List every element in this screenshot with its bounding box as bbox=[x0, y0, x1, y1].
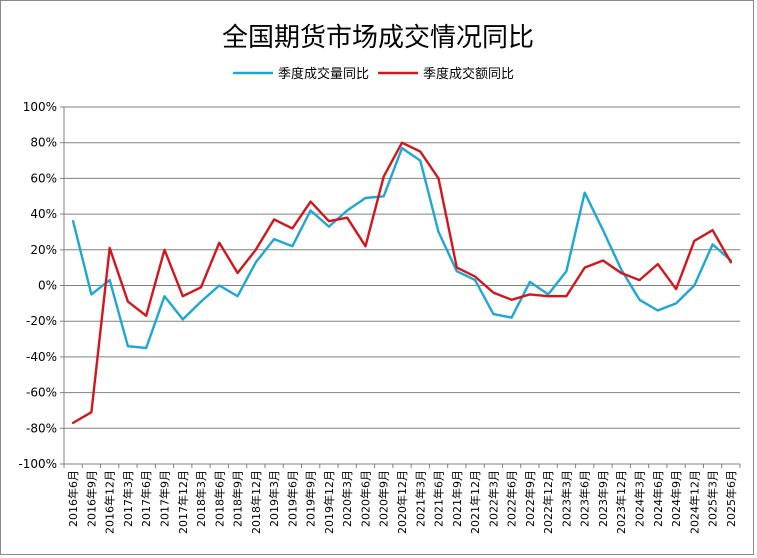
series-line-volume bbox=[71, 146, 733, 350]
x-tick-label: 2019年9月 bbox=[304, 470, 318, 527]
x-tick-label: 2020年9月 bbox=[377, 470, 391, 527]
x-tick-label: 2018年12月 bbox=[249, 470, 263, 534]
plot-area: 100%80%60%40%20%0%-20%-40%-60%-80%-100% … bbox=[18, 100, 741, 534]
y-tick-label: 0% bbox=[38, 279, 57, 293]
x-tick-label: 2017年12月 bbox=[176, 470, 190, 534]
series-lines bbox=[71, 141, 733, 425]
x-tick-label: 2018年3月 bbox=[194, 470, 208, 527]
y-tick-label: -60% bbox=[26, 386, 57, 400]
y-tick-label: 80% bbox=[30, 136, 57, 150]
x-tick-label: 2016年6月 bbox=[66, 470, 80, 527]
x-tick-label: 2023年3月 bbox=[559, 470, 573, 527]
y-tick-label: 60% bbox=[30, 171, 57, 185]
x-tick-label: 2017年3月 bbox=[121, 470, 135, 527]
grid-lines bbox=[64, 106, 740, 465]
x-tick-label: 2019年12月 bbox=[322, 470, 336, 534]
x-tick-label: 2023年6月 bbox=[578, 470, 592, 527]
x-tick-label: 2025年6月 bbox=[724, 470, 738, 527]
x-tick-label: 2025年3月 bbox=[706, 470, 720, 527]
y-tick-label: 100% bbox=[23, 100, 57, 114]
y-tick-label: -100% bbox=[18, 457, 57, 471]
x-tick-label: 2022年6月 bbox=[505, 470, 519, 527]
x-tick-label: 2018年9月 bbox=[231, 470, 245, 527]
x-tick-label: 2021年12月 bbox=[468, 470, 482, 534]
x-tick-label: 2024年6月 bbox=[651, 470, 665, 527]
y-tick-label: 20% bbox=[30, 243, 57, 257]
x-tick-label: 2019年6月 bbox=[285, 470, 299, 527]
x-tick-label: 2021年3月 bbox=[413, 470, 427, 527]
x-axis: 2016年6月 2016年9月 2016年12月 2017年3月 2017年6月 2017… bbox=[63, 463, 741, 534]
legend-label-volume: 季度成交量同比 bbox=[278, 66, 369, 82]
x-tick-label: 2020年6月 bbox=[358, 470, 372, 527]
x-tick-label: 2022年9月 bbox=[523, 470, 537, 527]
x-tick-label: 2021年9月 bbox=[450, 470, 464, 527]
x-tick-label: 2022年12月 bbox=[541, 470, 555, 534]
y-tick-label: 40% bbox=[30, 207, 57, 221]
x-tick-label: 2017年9月 bbox=[157, 470, 171, 527]
y-axis: 100% 80% 60% 40% 20% 0% -20% -40% -60% -80% -100% bbox=[18, 100, 65, 471]
x-tick-label: 2018年6月 bbox=[212, 470, 226, 527]
chart-title: 全国期货市场成交情况同比 bbox=[222, 23, 534, 53]
x-tick-label: 2024年3月 bbox=[633, 470, 647, 527]
legend-label-amount: 季度成交额同比 bbox=[423, 66, 514, 82]
x-tick-label: 2022年3月 bbox=[486, 470, 500, 527]
y-tick-label: -40% bbox=[26, 350, 57, 364]
x-tick-label: 2024年9月 bbox=[669, 470, 683, 527]
y-tick-label: -20% bbox=[26, 314, 57, 328]
legend: 季度成交量同比 季度成交额同比 bbox=[233, 66, 514, 82]
x-tick-label: 2020年3月 bbox=[340, 470, 354, 527]
x-tick-label: 2016年9月 bbox=[84, 470, 98, 527]
series-line-amount bbox=[71, 141, 733, 425]
x-tick-label: 2023年9月 bbox=[596, 470, 610, 527]
x-tick-label: 2021年6月 bbox=[432, 470, 446, 527]
x-tick-label: 2016年12月 bbox=[103, 470, 117, 534]
x-tick-label: 2020年12月 bbox=[395, 470, 409, 534]
x-tick-label: 2017年6月 bbox=[139, 470, 153, 527]
x-tick-label: 2023年12月 bbox=[614, 470, 628, 534]
x-tick-label: 2024年12月 bbox=[687, 470, 701, 534]
y-tick-label: -80% bbox=[26, 421, 57, 435]
x-tick-label: 2019年3月 bbox=[267, 470, 281, 527]
